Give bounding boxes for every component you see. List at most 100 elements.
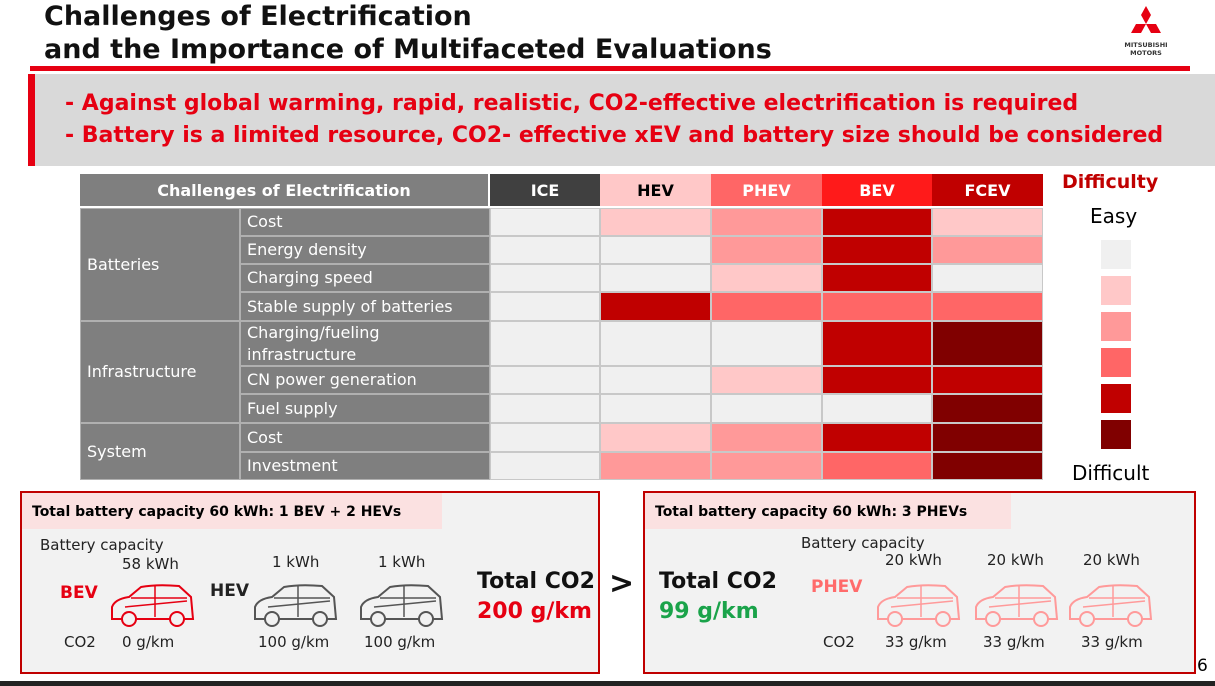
bottom-bar (0, 681, 1215, 686)
co2-label: CO2 (64, 633, 96, 651)
row-label: Cost (240, 423, 490, 452)
phev-label: PHEV (811, 577, 863, 597)
difficulty-cell (932, 292, 1043, 321)
difficulty-cell (600, 236, 711, 264)
mitsubishi-logo: MITSUBISHI MOTORS (1124, 6, 1168, 57)
difficulty-cell (932, 236, 1043, 264)
difficulty-cell (932, 394, 1043, 423)
difficulty-cell (822, 264, 932, 292)
legend-swatch (1101, 348, 1131, 377)
difficulty-cell (711, 452, 822, 480)
bev-car-icon (111, 584, 194, 627)
row-label: Charging/fueling infrastructure (240, 321, 490, 366)
phev-car-icon (877, 584, 960, 627)
difficulty-cell (490, 236, 600, 264)
difficulty-cell (600, 366, 711, 394)
table-header: Challenges of Electrification (80, 174, 488, 206)
difficulty-cell (711, 321, 822, 366)
difficulty-cell (490, 394, 600, 423)
group-label: System (80, 423, 240, 480)
message-2: - Battery is a limited resource, CO2- ef… (65, 123, 1164, 148)
row-label: CN power generation (240, 366, 490, 394)
row-label: Stable supply of batteries (240, 292, 490, 321)
legend-title: Difficulty (1062, 171, 1159, 193)
legend-swatch (1101, 276, 1131, 305)
svg-text:MITSUBISHI: MITSUBISHI (1124, 41, 1167, 49)
difficulty-cell (711, 394, 822, 423)
page-title: Challenges of Electrification and the Imp… (44, 1, 772, 65)
difficulty-cell (490, 208, 600, 236)
difficulty-cell (822, 292, 932, 321)
difficulty-cell (600, 452, 711, 480)
hev-label: HEV (210, 581, 249, 601)
bev-co2: 0 g/km (122, 633, 175, 651)
phev-car-icon (975, 584, 1058, 627)
difficulty-cell (711, 208, 822, 236)
phev-scenario-box: Total battery capacity 60 kWh: 3 PHEVs B… (643, 491, 1196, 674)
row-label: Energy density (240, 236, 490, 264)
legend-difficult: Difficult (1072, 461, 1150, 485)
difficulty-cell (600, 208, 711, 236)
total-co2-label: Total CO2 (477, 569, 595, 594)
phev-kwh-2: 20 kWh (987, 551, 1044, 569)
phev-co2-2: 33 g/km (983, 633, 1045, 651)
svg-text:MOTORS: MOTORS (1130, 49, 1162, 57)
difficulty-cell (600, 321, 711, 366)
group-label: Batteries (80, 208, 240, 321)
bev-kwh: 58 kWh (122, 555, 179, 573)
difficulty-cell (711, 236, 822, 264)
group-label: Infrastructure (80, 321, 240, 423)
difficulty-cell (932, 366, 1043, 394)
column-header-bev: BEV (822, 174, 932, 206)
phev-co2-3: 33 g/km (1081, 633, 1143, 651)
difficulty-cell (711, 366, 822, 394)
column-header-phev: PHEV (711, 174, 822, 206)
difficulty-cell (932, 264, 1043, 292)
hev-car-icon (360, 584, 443, 627)
row-label: Cost (240, 208, 490, 236)
row-label: Investment (240, 452, 490, 480)
difficulty-cell (932, 452, 1043, 480)
difficulty-cell (822, 208, 932, 236)
difficulty-cell (711, 292, 822, 321)
co2-label: CO2 (823, 633, 855, 651)
legend-easy: Easy (1090, 204, 1138, 228)
column-header-ice: ICE (490, 174, 600, 206)
row-label: Fuel supply (240, 394, 490, 423)
difficulty-cell (822, 394, 932, 423)
page-number: 6 (1197, 656, 1208, 676)
difficulty-cell (822, 321, 932, 366)
bev-hev-scenario-box: Total battery capacity 60 kWh: 1 BEV + 2… (20, 491, 600, 674)
phev-car-icon (1069, 584, 1152, 627)
difficulty-cell (490, 366, 600, 394)
battery-capacity-label: Battery capacity (801, 534, 925, 552)
legend-swatch (1101, 384, 1131, 413)
difficulty-cell (932, 208, 1043, 236)
row-label: Charging speed (240, 264, 490, 292)
difficulty-cell (932, 321, 1043, 366)
difficulty-cell (490, 321, 600, 366)
column-header-fcev: FCEV (932, 174, 1043, 206)
key-message-banner: - Against global warming, rapid, realist… (28, 74, 1215, 166)
difficulty-cell (490, 292, 600, 321)
hev-co2-1: 100 g/km (258, 633, 330, 651)
scenario-header: Total battery capacity 60 kWh: 3 PHEVs (645, 493, 1011, 529)
difficulty-cell (822, 452, 932, 480)
phev-kwh-1: 20 kWh (885, 551, 942, 569)
title-underline (30, 66, 1190, 71)
difficulty-cell (490, 264, 600, 292)
total-co2-value: 200 g/km (477, 599, 592, 624)
hev-car-icon (254, 584, 337, 627)
battery-capacity-label: Battery capacity (40, 536, 164, 554)
legend-swatch (1101, 312, 1131, 341)
legend-swatch (1101, 240, 1131, 269)
difficulty-cell (600, 292, 711, 321)
message-1: - Against global warming, rapid, realist… (65, 91, 1079, 116)
difficulty-cell (490, 452, 600, 480)
difficulty-cell (711, 264, 822, 292)
phev-co2-1: 33 g/km (885, 633, 947, 651)
difficulty-cell (711, 423, 822, 452)
phev-kwh-3: 20 kWh (1083, 551, 1140, 569)
difficulty-cell (600, 423, 711, 452)
column-header-hev: HEV (600, 174, 711, 206)
